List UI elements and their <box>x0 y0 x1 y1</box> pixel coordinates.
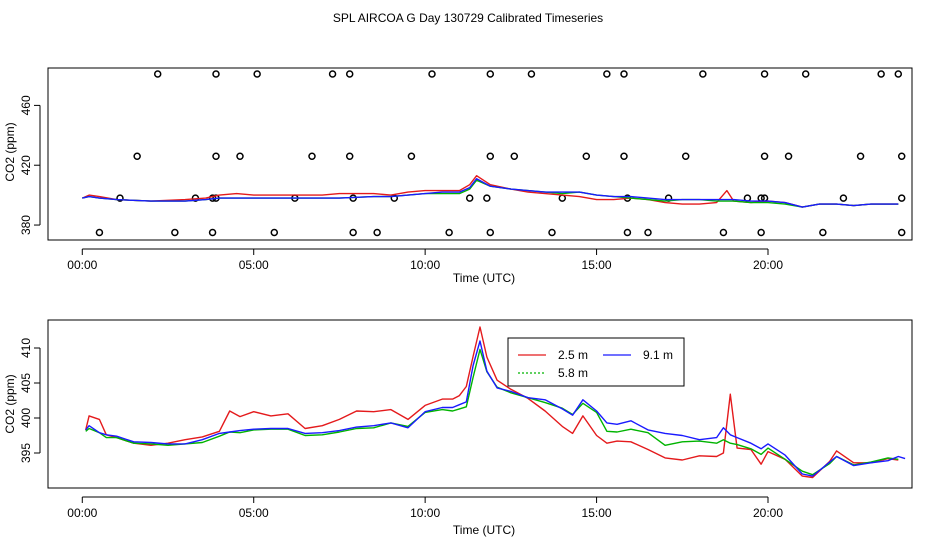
calibration-point <box>212 70 220 78</box>
legend-box <box>507 337 685 387</box>
top-x-tick-label: 20:00 <box>753 258 783 272</box>
calibration-point <box>349 228 357 237</box>
calibration-point <box>757 228 765 237</box>
calibration-point <box>236 152 244 160</box>
calibration-point <box>153 70 162 78</box>
calibration-point <box>784 152 793 160</box>
calibration-point <box>345 70 354 78</box>
legend-label-9-1m: 9.1 m <box>643 348 673 362</box>
calibration-point <box>428 70 436 78</box>
top-x-axis-label: Time (UTC) <box>453 271 515 285</box>
bottom-y-tick-label: 410 <box>19 338 33 358</box>
top-x-tick-label: 05:00 <box>239 258 269 272</box>
calibration-point <box>819 228 827 237</box>
calibration-point <box>171 228 179 237</box>
calibration-point <box>116 194 124 202</box>
top-x-tick-label: 00:00 <box>67 258 97 272</box>
top-series-line-9-1-m <box>82 177 899 208</box>
bottom-x-tick-label: 00:00 <box>67 506 97 520</box>
top-y-axis: 380 420 460 <box>19 95 41 235</box>
calibration-point <box>373 228 381 237</box>
top-calibration-points <box>95 70 906 237</box>
calibration-point <box>894 70 903 78</box>
top-y-tick-label: 380 <box>19 215 33 235</box>
calibration-point <box>133 152 141 160</box>
calibration-point <box>877 70 885 78</box>
bottom-x-tick-label: 10:00 <box>410 506 440 520</box>
calibration-point <box>760 152 769 160</box>
bottom-series-line-2-5-m <box>85 326 899 479</box>
calibration-point <box>699 70 707 78</box>
bottom-plot-frame <box>47 319 913 489</box>
calibration-point <box>603 70 611 78</box>
calibration-point <box>681 152 690 160</box>
calibration-point <box>897 194 906 202</box>
calibration-point <box>558 194 567 202</box>
calibration-point <box>510 152 519 160</box>
calibration-point <box>897 152 906 160</box>
calibration-point <box>345 152 354 160</box>
top-panel: 00:00 05:00 10:00 15:00 20:00 380 420 460 Time… <box>3 67 913 285</box>
bottom-series-lines <box>85 326 906 479</box>
calibration-point <box>253 70 261 78</box>
calibration-point <box>620 70 628 78</box>
page-title: SPL AIRCOA G Day 130729 Calibrated Times… <box>333 11 603 25</box>
calibration-point <box>623 228 632 237</box>
calibration-point <box>582 152 591 160</box>
calibration-point <box>95 228 104 237</box>
legend: 2.5 m 5.8 m 9.1 m <box>507 337 685 387</box>
calibration-point <box>445 228 453 237</box>
bottom-y-tick-label: 405 <box>19 373 33 393</box>
bottom-y-tick-label: 400 <box>19 408 33 428</box>
legend-label-2-5m: 2.5 m <box>558 348 588 362</box>
calibration-point <box>801 70 810 78</box>
calibration-point <box>548 228 556 237</box>
calibration-point <box>897 228 906 237</box>
top-y-axis-label: CO2 (ppm) <box>3 122 17 181</box>
calibration-point <box>483 194 491 202</box>
top-x-tick-label: 10:00 <box>410 258 440 272</box>
top-x-tick-label: 15:00 <box>582 258 612 272</box>
calibration-point <box>760 70 769 78</box>
bottom-series-line-9-1-m <box>85 340 906 477</box>
bottom-y-tick-label: 395 <box>19 443 33 463</box>
calibration-point <box>407 152 416 160</box>
legend-label-5-8m: 5.8 m <box>558 366 588 380</box>
calibration-point <box>856 152 865 160</box>
bottom-x-axis: 00:00 05:00 10:00 15:00 20:00 <box>67 496 783 520</box>
top-y-tick-label: 460 <box>19 95 33 115</box>
calibration-point <box>308 152 316 160</box>
bottom-x-tick-label: 05:00 <box>239 506 269 520</box>
top-plot-frame <box>47 67 913 241</box>
bottom-y-axis-label: CO2 (ppm) <box>3 374 17 433</box>
calibration-point <box>486 228 495 237</box>
calibration-point <box>208 228 217 237</box>
calibration-point <box>328 70 337 78</box>
calibration-point <box>620 152 628 160</box>
top-y-tick-label: 420 <box>19 155 33 175</box>
calibration-point <box>486 152 495 160</box>
bottom-x-tick-label: 20:00 <box>753 506 783 520</box>
calibration-point <box>839 194 848 202</box>
top-x-axis: 00:00 05:00 10:00 15:00 20:00 <box>67 248 783 272</box>
calibration-point <box>527 70 536 78</box>
calibration-point <box>644 228 652 237</box>
bottom-panel: 00:00 05:00 10:00 15:00 20:00 395 400 405 410 T… <box>3 319 913 537</box>
top-series-lines <box>82 174 899 208</box>
bottom-x-tick-label: 15:00 <box>582 506 612 520</box>
calibration-point <box>212 152 220 160</box>
calibration-point <box>465 194 474 202</box>
calibration-point <box>719 228 728 237</box>
bottom-y-axis: 395 400 405 410 <box>19 338 41 463</box>
calibration-point <box>486 70 495 78</box>
calibration-point <box>270 228 279 237</box>
bottom-x-axis-label: Time (UTC) <box>453 523 515 537</box>
